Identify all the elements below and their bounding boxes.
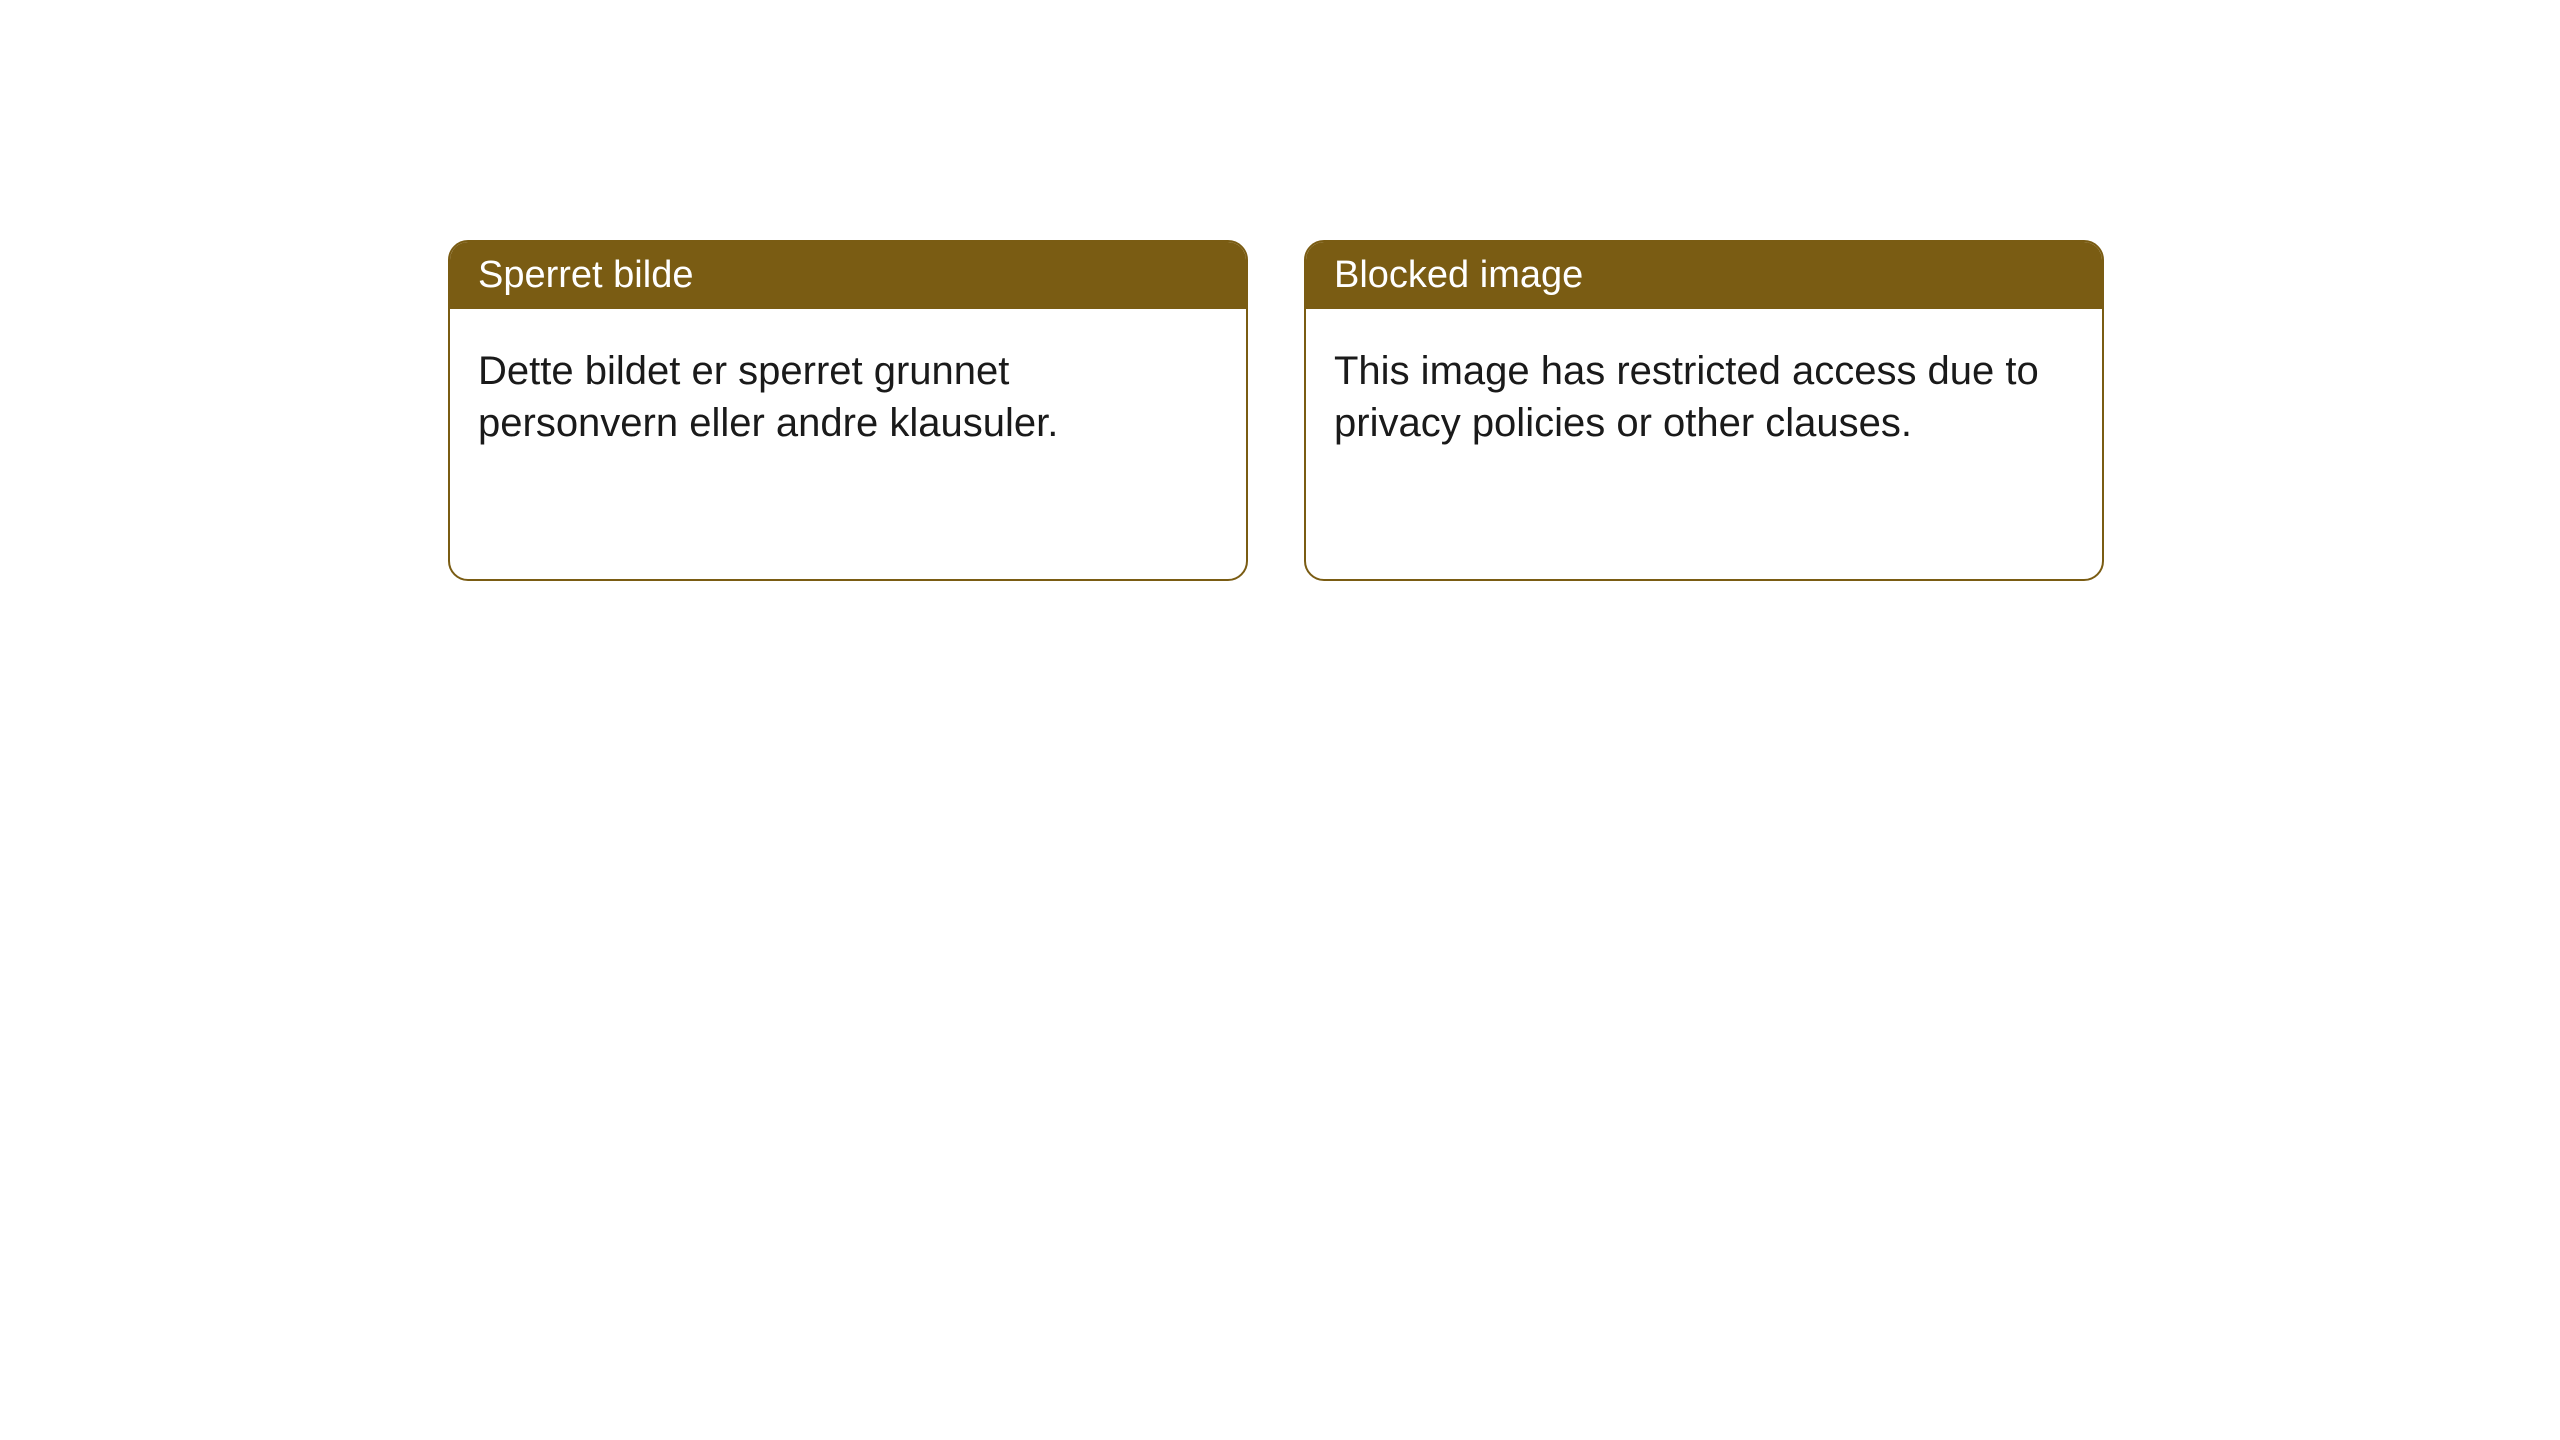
blocked-image-card-norwegian: Sperret bilde Dette bildet er sperret gr…: [448, 240, 1248, 581]
card-body: This image has restricted access due to …: [1306, 309, 2102, 579]
card-header: Blocked image: [1306, 242, 2102, 309]
blocked-image-card-english: Blocked image This image has restricted …: [1304, 240, 2104, 581]
notice-container: Sperret bilde Dette bildet er sperret gr…: [0, 0, 2560, 581]
card-header: Sperret bilde: [450, 242, 1246, 309]
card-body: Dette bildet er sperret grunnet personve…: [450, 309, 1246, 579]
